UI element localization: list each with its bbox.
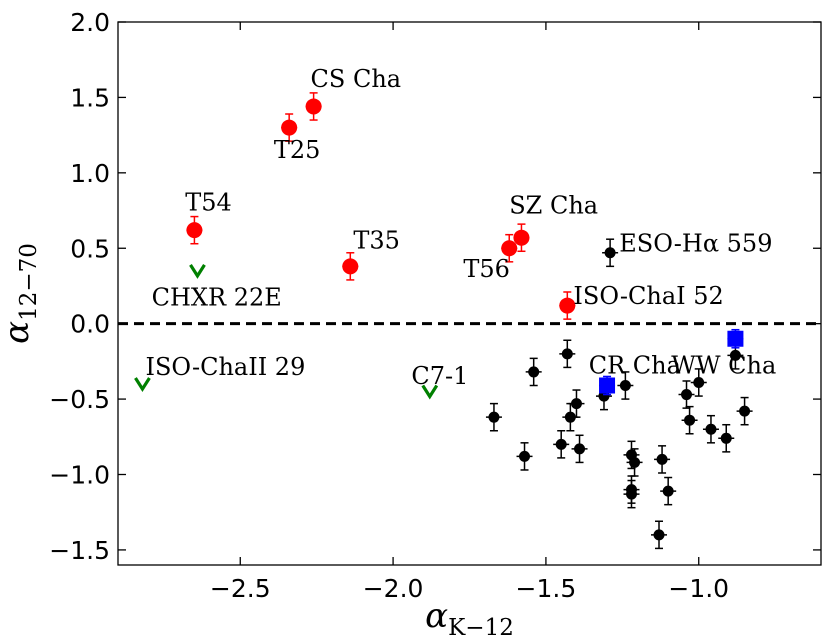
x-axis-label: αK−12 xyxy=(425,596,514,641)
data-point xyxy=(342,258,359,275)
data-point xyxy=(305,98,322,115)
point-annotation: CR Cha xyxy=(589,351,681,379)
data-point xyxy=(570,398,582,410)
data-point xyxy=(604,247,616,259)
y-tick-label: 1.0 xyxy=(70,159,110,188)
data-point xyxy=(720,432,732,444)
y-tick-label: 2.0 xyxy=(70,8,110,37)
data-point xyxy=(561,348,573,360)
y-tick-label: −0.5 xyxy=(49,385,110,414)
data-point xyxy=(281,119,298,136)
data-point xyxy=(528,366,540,378)
y-tick-label: 0.0 xyxy=(70,310,110,339)
data-point xyxy=(186,222,203,239)
upper-limit-marker xyxy=(134,377,151,392)
data-point xyxy=(625,488,637,500)
y-tick-label: 0.5 xyxy=(70,234,110,263)
data-marks-group xyxy=(134,92,753,550)
axes-group: −2.5 −2.0 −1.5 −1.0 −1.5 −1.0 −0.5 0.0 0.5 1.0 1.5… xyxy=(0,8,821,641)
point-annotation: ISO-ChaI 52 xyxy=(573,282,723,310)
data-point xyxy=(519,450,531,462)
data-point xyxy=(662,485,674,497)
point-annotation: T56 xyxy=(463,255,510,283)
point-annotation: SZ Cha xyxy=(509,192,598,220)
point-annotation: WW Cha xyxy=(671,351,776,379)
y-tick-label: −1.0 xyxy=(49,461,110,490)
data-point xyxy=(693,376,705,388)
data-point xyxy=(739,405,751,417)
data-point xyxy=(501,240,518,257)
data-point xyxy=(574,443,586,455)
data-point xyxy=(559,297,576,314)
point-annotation: T35 xyxy=(353,226,400,254)
data-point xyxy=(729,349,741,361)
upper-limit-marker xyxy=(189,264,206,279)
x-tick-label: −2.5 xyxy=(210,574,271,603)
x-tick-label: −1.0 xyxy=(668,574,729,603)
point-annotation: ESO-Hα 559 xyxy=(619,229,772,257)
plot-frame xyxy=(117,21,822,566)
data-point xyxy=(629,456,641,468)
data-point xyxy=(564,411,576,423)
data-point xyxy=(656,453,668,465)
point-annotation: C7-1 xyxy=(411,362,468,390)
point-annotation: T54 xyxy=(185,189,232,217)
y-tick-label: 1.5 xyxy=(70,83,110,112)
data-point xyxy=(684,414,696,426)
data-point xyxy=(513,229,530,246)
x-tick-label: −1.5 xyxy=(516,574,577,603)
data-point xyxy=(653,529,665,541)
data-point xyxy=(555,438,567,450)
data-point xyxy=(681,389,693,401)
y-tick-label: −1.5 xyxy=(49,536,110,565)
x-tick-label: −2.0 xyxy=(363,574,424,603)
data-point-square xyxy=(599,377,616,394)
annotations-group: CS Cha T25 T54 T35 SZ Cha T56 ESO-Hα 559 CHXR 2… xyxy=(146,65,777,390)
point-annotation: T25 xyxy=(274,136,321,164)
point-annotation: CHXR 22E xyxy=(152,284,282,312)
data-point xyxy=(488,411,500,423)
data-point xyxy=(619,380,631,392)
data-point-square xyxy=(727,330,744,347)
point-annotation: CS Cha xyxy=(311,65,402,93)
upper-limit-marker xyxy=(421,384,439,400)
data-point xyxy=(705,423,717,435)
y-axis-label: α12−70 xyxy=(0,243,42,344)
point-annotation: ISO-ChaII 29 xyxy=(146,353,306,381)
